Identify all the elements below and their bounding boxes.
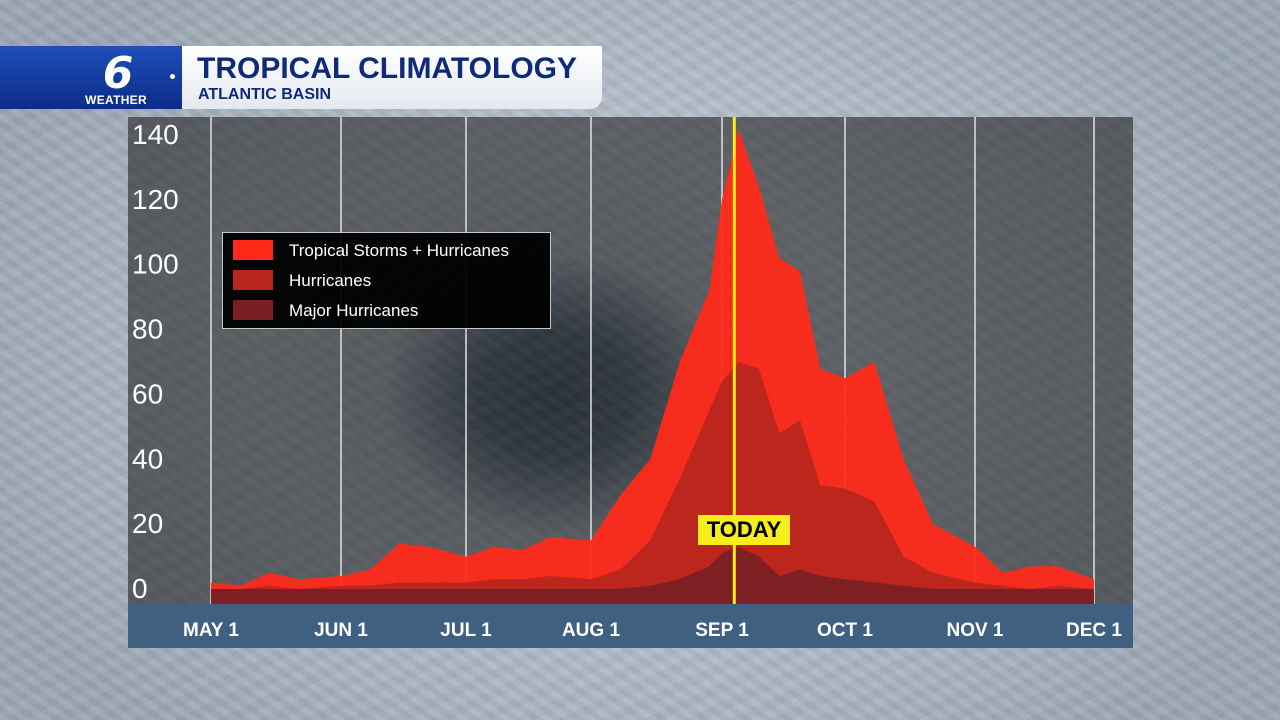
page-title: TROPICAL CLIMATOLOGY xyxy=(197,52,577,85)
legend-label: Tropical Storms + Hurricanes xyxy=(289,241,509,260)
x-tick-label: OCT 1 xyxy=(817,620,873,641)
legend-swatch xyxy=(233,240,273,260)
chart-legend: Tropical Storms + Hurricanes Hurricanes … xyxy=(222,232,551,329)
x-tick-label: SEP 1 xyxy=(695,620,749,641)
series-area-ts-plus-hurricanes xyxy=(211,128,1094,604)
y-tick-label: 40 xyxy=(132,443,163,474)
y-tick-label: 80 xyxy=(132,314,163,345)
legend-item: Major Hurricanes xyxy=(233,296,543,322)
y-tick-label: 140 xyxy=(132,119,179,150)
series-area-hurricanes xyxy=(211,362,1094,604)
legend-swatch xyxy=(233,270,273,290)
x-axis-band xyxy=(128,604,1133,648)
y-tick-label: 120 xyxy=(132,184,179,215)
legend-label: Hurricanes xyxy=(289,271,372,290)
x-tick-label: MAY 1 xyxy=(183,620,239,641)
legend-item: Tropical Storms + Hurricanes xyxy=(233,236,543,262)
x-tick-label: JUN 1 xyxy=(314,620,368,641)
x-tick-label: JUL 1 xyxy=(440,620,492,641)
legend-swatch xyxy=(233,300,273,320)
x-tick-label: AUG 1 xyxy=(562,620,621,641)
x-tick-label: NOV 1 xyxy=(946,620,1003,641)
station-logo xyxy=(0,46,182,109)
logo-text: WEATHER xyxy=(85,93,147,107)
logo-dot xyxy=(170,74,175,79)
y-tick-label: 0 xyxy=(132,573,148,604)
x-tick-label: DEC 1 xyxy=(1066,620,1122,641)
title-banner xyxy=(182,46,602,109)
y-tick-label: 20 xyxy=(132,508,163,539)
page-subtitle: ATLANTIC BASIN xyxy=(198,86,332,103)
today-label: TODAY xyxy=(698,515,790,545)
y-tick-label: 60 xyxy=(132,378,163,409)
y-tick-label: 100 xyxy=(132,249,179,280)
legend-item: Hurricanes xyxy=(233,266,543,292)
series-area-major-hurricanes xyxy=(211,546,1094,604)
logo-number: 6 xyxy=(102,48,134,99)
legend-label: Major Hurricanes xyxy=(289,301,419,320)
